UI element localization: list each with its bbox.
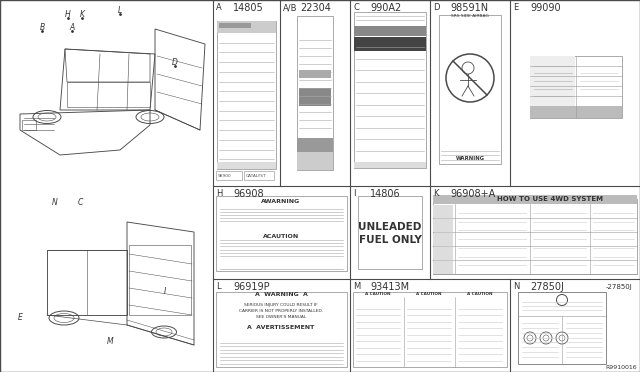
- Text: 14806: 14806: [370, 189, 401, 199]
- Text: 96908: 96908: [233, 189, 264, 199]
- Text: H: H: [65, 10, 71, 19]
- Bar: [216, 196, 347, 271]
- Text: M: M: [353, 282, 360, 291]
- Circle shape: [557, 295, 568, 305]
- Bar: [354, 37, 426, 51]
- Bar: [297, 16, 333, 170]
- Bar: [299, 88, 331, 106]
- Bar: [354, 12, 426, 168]
- Text: HOW TO USE 4WD SYSTEM: HOW TO USE 4WD SYSTEM: [497, 196, 603, 202]
- Bar: [530, 56, 575, 106]
- Bar: [433, 205, 453, 218]
- Text: WARNING: WARNING: [456, 156, 484, 161]
- Text: N: N: [52, 198, 58, 206]
- Bar: [216, 171, 242, 180]
- Text: ACAUTION: ACAUTION: [263, 234, 299, 239]
- Text: A CAUTION: A CAUTION: [365, 292, 391, 296]
- Bar: [433, 233, 453, 246]
- Text: I: I: [353, 189, 355, 198]
- Text: E: E: [17, 312, 22, 321]
- Text: A: A: [69, 22, 75, 32]
- Bar: [299, 70, 331, 78]
- Text: 98591N: 98591N: [450, 3, 488, 13]
- Text: B: B: [40, 22, 45, 32]
- Text: 22304: 22304: [300, 3, 331, 13]
- Text: CARRIER IS NOT PROPERLY INSTALLED.: CARRIER IS NOT PROPERLY INSTALLED.: [239, 309, 323, 313]
- Text: 99090: 99090: [530, 3, 561, 13]
- Bar: [129, 245, 191, 315]
- Bar: [219, 23, 252, 28]
- Bar: [217, 162, 276, 169]
- Bar: [433, 219, 453, 232]
- Text: A/B: A/B: [283, 3, 298, 12]
- Bar: [216, 292, 347, 367]
- Text: H: H: [216, 189, 222, 198]
- Text: A CAUTION: A CAUTION: [416, 292, 442, 296]
- Text: -27850J: -27850J: [605, 284, 632, 290]
- Bar: [433, 261, 453, 274]
- Text: 990A2: 990A2: [370, 3, 401, 13]
- Text: 98900: 98900: [218, 174, 232, 178]
- Text: SRS SIDE AIRBAG: SRS SIDE AIRBAG: [451, 14, 489, 18]
- Text: M: M: [107, 337, 113, 346]
- Text: 93413M: 93413M: [370, 282, 409, 292]
- Text: AWARNING: AWARNING: [261, 199, 301, 204]
- Bar: [530, 106, 622, 118]
- Text: CATALYST: CATALYST: [246, 174, 267, 178]
- Text: SERIOUS INJURY COULD RESULT IF: SERIOUS INJURY COULD RESULT IF: [244, 303, 318, 307]
- Text: L: L: [216, 282, 221, 291]
- Text: N: N: [513, 282, 520, 291]
- Text: A CAUTION: A CAUTION: [467, 292, 493, 296]
- Text: E: E: [513, 3, 518, 12]
- Text: D: D: [433, 3, 440, 12]
- Text: SEE OWNER'S MANUAL: SEE OWNER'S MANUAL: [256, 315, 306, 319]
- Text: UNLEADED: UNLEADED: [358, 222, 422, 232]
- Bar: [217, 21, 276, 169]
- Bar: [358, 196, 422, 269]
- Bar: [244, 171, 274, 180]
- Text: R9910016: R9910016: [605, 365, 637, 370]
- Text: 14805: 14805: [233, 3, 264, 13]
- Bar: [297, 152, 333, 170]
- Bar: [22, 120, 36, 130]
- Bar: [297, 138, 333, 152]
- Text: I: I: [164, 288, 166, 296]
- Bar: [433, 247, 453, 260]
- Bar: [353, 292, 507, 367]
- Bar: [217, 21, 276, 33]
- Text: 96919P: 96919P: [233, 282, 269, 292]
- Bar: [433, 199, 637, 274]
- Text: 27850J: 27850J: [530, 282, 564, 292]
- Text: 96908+A: 96908+A: [450, 189, 495, 199]
- Text: D: D: [172, 58, 178, 67]
- Bar: [439, 15, 501, 164]
- Text: C: C: [77, 198, 83, 206]
- Text: A  AVERTISSEMENT: A AVERTISSEMENT: [248, 325, 315, 330]
- Bar: [518, 292, 606, 364]
- Text: K: K: [79, 10, 84, 19]
- Bar: [433, 195, 637, 204]
- Bar: [354, 26, 426, 36]
- Bar: [530, 56, 622, 118]
- Text: K: K: [433, 189, 438, 198]
- Text: A  WARNING  A: A WARNING A: [255, 292, 307, 297]
- Text: FUEL ONLY: FUEL ONLY: [358, 235, 421, 245]
- Text: A: A: [216, 3, 221, 12]
- Text: C: C: [353, 3, 359, 12]
- Text: L: L: [118, 6, 122, 15]
- Bar: [354, 162, 426, 168]
